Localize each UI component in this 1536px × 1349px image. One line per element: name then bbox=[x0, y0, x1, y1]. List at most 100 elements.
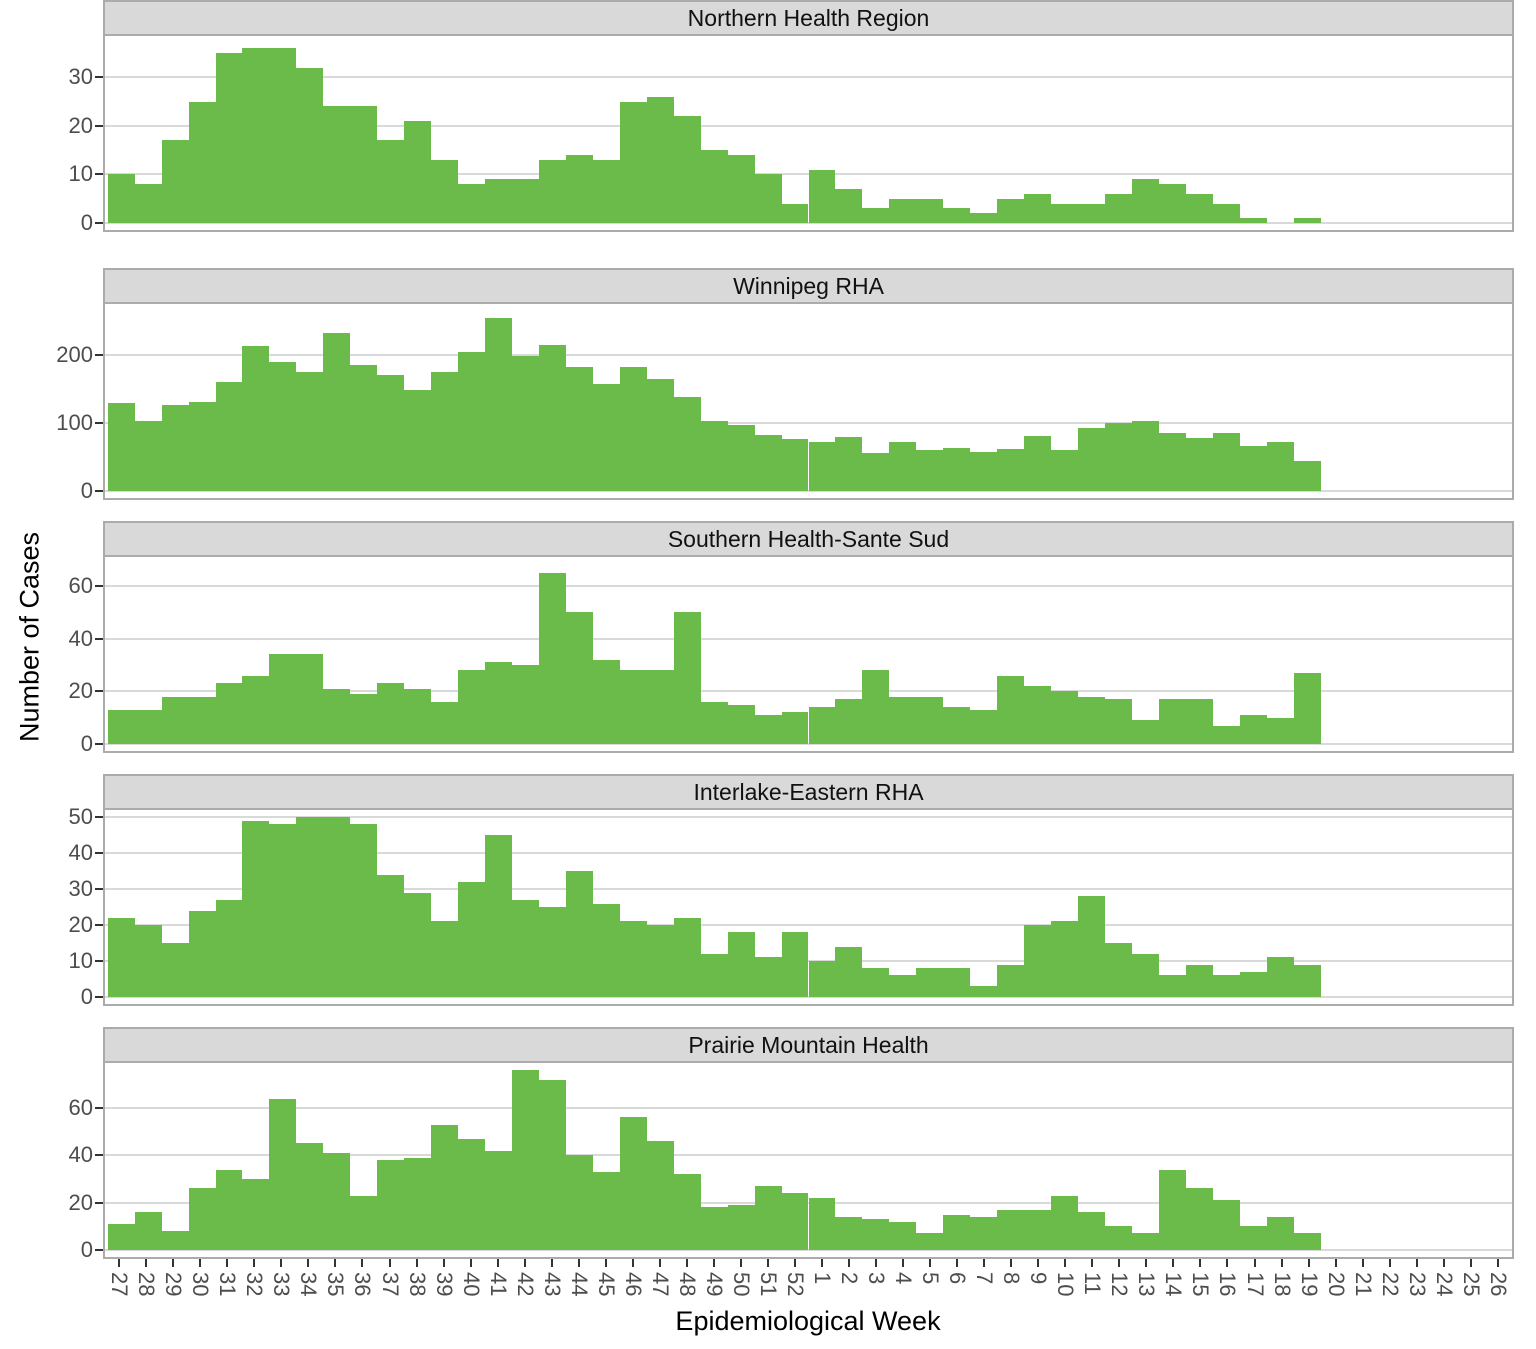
gridline-y-50 bbox=[105, 816, 1512, 819]
bar-week-4 bbox=[889, 975, 917, 997]
y-tick bbox=[95, 222, 103, 224]
bar-week-33 bbox=[269, 361, 297, 491]
x-tick-label: 22 bbox=[1377, 1272, 1403, 1297]
x-tick-label: 8 bbox=[999, 1272, 1025, 1285]
bar-week-48 bbox=[673, 917, 701, 997]
bar-week-17 bbox=[1239, 446, 1267, 491]
bar-week-30 bbox=[188, 101, 216, 223]
x-tick-label: 37 bbox=[377, 1272, 403, 1297]
bar-week-46 bbox=[619, 921, 647, 997]
x-tick bbox=[1388, 1259, 1391, 1267]
bar-week-48 bbox=[673, 612, 701, 744]
y-tick bbox=[95, 173, 103, 176]
bar-week-7 bbox=[970, 709, 998, 744]
x-tick bbox=[1280, 1259, 1283, 1267]
bar-week-7 bbox=[970, 986, 998, 997]
bar-week-37 bbox=[377, 683, 405, 744]
x-tick bbox=[1442, 1259, 1445, 1267]
x-tick bbox=[1145, 1259, 1148, 1267]
x-tick-label: 35 bbox=[323, 1272, 349, 1297]
x-tick bbox=[1172, 1259, 1175, 1267]
bar-week-40 bbox=[458, 1138, 486, 1250]
x-tick-label: 25 bbox=[1458, 1272, 1484, 1297]
x-tick-label: 4 bbox=[891, 1272, 917, 1285]
bar-week-45 bbox=[592, 659, 620, 744]
bar-week-41 bbox=[485, 1150, 512, 1250]
x-tick bbox=[118, 1259, 121, 1267]
x-tick bbox=[685, 1259, 688, 1267]
bar-week-40 bbox=[458, 670, 486, 744]
x-tick bbox=[280, 1259, 283, 1267]
bar-week-40 bbox=[458, 184, 486, 223]
bar-week-41 bbox=[485, 317, 512, 491]
bar-week-47 bbox=[646, 96, 674, 223]
bar-week-38 bbox=[404, 892, 432, 997]
bar-week-5 bbox=[916, 1233, 944, 1250]
x-tick bbox=[1307, 1259, 1310, 1267]
x-tick-label: 38 bbox=[404, 1272, 430, 1297]
x-tick-label: 26 bbox=[1485, 1272, 1511, 1297]
x-tick bbox=[145, 1259, 148, 1267]
y-tick bbox=[95, 637, 103, 640]
y-tick-label: 0 bbox=[80, 984, 93, 1009]
x-tick-label: 36 bbox=[350, 1272, 376, 1297]
y-tick bbox=[95, 816, 103, 819]
x-tick bbox=[1037, 1259, 1040, 1267]
y-tick bbox=[95, 996, 103, 998]
x-tick-label: 16 bbox=[1215, 1272, 1241, 1297]
bar-week-31 bbox=[215, 1169, 243, 1250]
x-tick bbox=[415, 1259, 418, 1267]
bar-week-11 bbox=[1078, 1212, 1105, 1250]
gridline-y-30 bbox=[105, 888, 1512, 891]
gridline-y-200 bbox=[105, 354, 1512, 356]
bar-week-1 bbox=[808, 707, 836, 744]
bar-week-35 bbox=[323, 106, 351, 223]
bar-week-3 bbox=[862, 968, 890, 997]
bar-week-47 bbox=[646, 378, 674, 491]
x-tick bbox=[334, 1259, 337, 1267]
x-tick bbox=[739, 1259, 742, 1267]
facet-title: Prairie Mountain Health bbox=[688, 1031, 929, 1058]
bar-week-9 bbox=[1024, 193, 1052, 223]
bar-week-9 bbox=[1024, 686, 1052, 744]
bar-week-13 bbox=[1131, 179, 1159, 223]
facet-title: Northern Health Region bbox=[687, 4, 930, 31]
bar-week-10 bbox=[1051, 203, 1079, 223]
bar-week-38 bbox=[404, 121, 432, 223]
y-tick-label: 10 bbox=[68, 161, 93, 187]
x-tick bbox=[1415, 1259, 1418, 1267]
bar-week-19 bbox=[1293, 964, 1321, 997]
bar-week-14 bbox=[1158, 184, 1186, 223]
y-tick-label: 50 bbox=[68, 804, 93, 830]
bar-week-3 bbox=[862, 670, 890, 744]
x-tick-label: 33 bbox=[269, 1272, 295, 1297]
bar-week-29 bbox=[161, 404, 189, 491]
y-tick-label: 40 bbox=[68, 1142, 93, 1168]
bar-week-1 bbox=[808, 961, 836, 997]
bar-week-51 bbox=[754, 715, 782, 744]
x-tick-label: 49 bbox=[701, 1272, 727, 1297]
x-tick bbox=[226, 1259, 229, 1267]
bar-week-11 bbox=[1078, 896, 1105, 997]
bar-week-3 bbox=[862, 208, 890, 223]
bar-week-41 bbox=[485, 662, 512, 744]
gridline-y-40 bbox=[105, 852, 1512, 855]
x-tick bbox=[523, 1259, 526, 1267]
gridline-y-0 bbox=[105, 490, 1512, 492]
x-tick-label: 52 bbox=[782, 1272, 808, 1297]
y-tick-label: 20 bbox=[68, 678, 93, 704]
bar-week-37 bbox=[377, 140, 405, 223]
bar-week-29 bbox=[161, 943, 189, 997]
bar-week-2 bbox=[835, 189, 863, 223]
bar-week-19 bbox=[1293, 672, 1321, 744]
y-tick bbox=[95, 924, 103, 927]
bar-week-39 bbox=[431, 159, 459, 223]
x-tick-label: 9 bbox=[1026, 1272, 1052, 1285]
bar-week-36 bbox=[350, 824, 378, 997]
bar-week-51 bbox=[754, 174, 782, 223]
bar-week-34 bbox=[296, 1143, 324, 1250]
x-tick bbox=[1361, 1259, 1364, 1267]
panel: 0 100 200 bbox=[56, 302, 1514, 503]
bar-week-45 bbox=[592, 903, 620, 997]
